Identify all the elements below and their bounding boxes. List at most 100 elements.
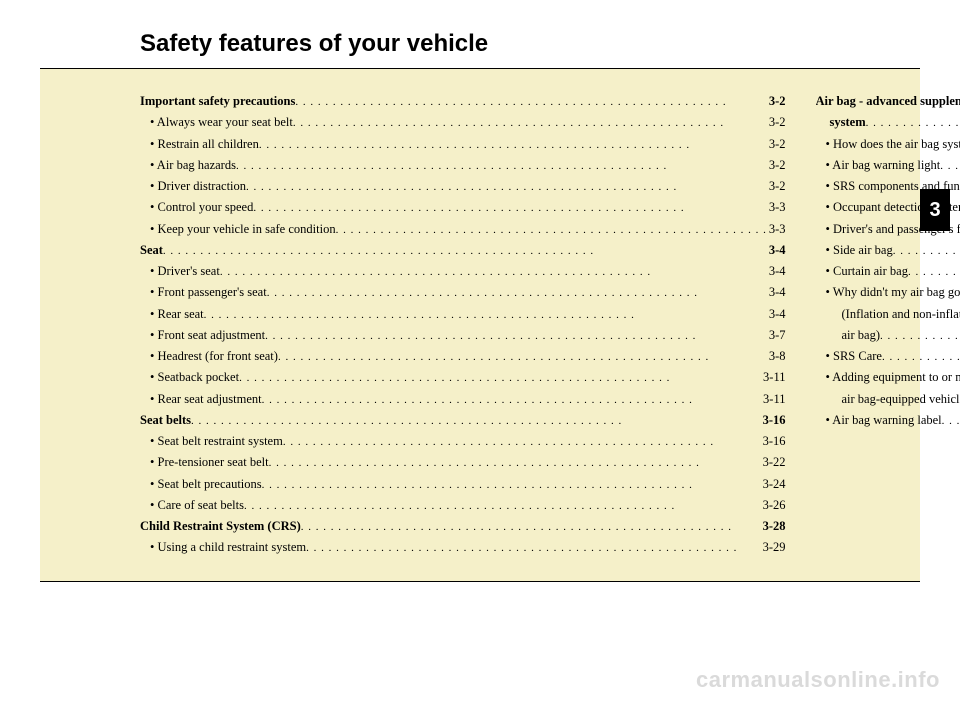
- toc-label: • Restrain all children: [140, 134, 259, 155]
- toc-leader: . . . . . . . . . . . . . . . . . . . . …: [220, 263, 767, 282]
- toc-leader: . . . . . . . . . . . . . . . . . . . . …: [882, 348, 960, 367]
- toc-page: 3-4: [767, 304, 786, 325]
- toc-label: • Air bag hazards: [140, 155, 236, 176]
- toc-label: • Why didn't my air bag go off in a coll…: [816, 282, 960, 303]
- toc-page: 3-11: [761, 389, 785, 410]
- toc-label: • Curtain air bag: [816, 261, 908, 282]
- toc-leader: . . . . . . . . . . . . . . . . . . . . …: [204, 306, 767, 325]
- toc-line: Seat belts . . . . . . . . . . . . . . .…: [140, 410, 786, 431]
- toc-line: • Restrain all children . . . . . . . . …: [140, 134, 786, 155]
- toc-page: 3-22: [761, 452, 786, 473]
- toc-leader: . . . . . . . . . . . . . . . . . . . . …: [267, 284, 767, 303]
- toc-leader: . . . . . . . . . . . . . . . . . . . . …: [283, 433, 761, 452]
- toc-label: air bag-equipped vehicle: [816, 389, 960, 410]
- toc-page: 3-2: [767, 134, 786, 155]
- toc-leader: . . . . . . . . . . . . . . . . . . . . …: [293, 114, 767, 133]
- chapter-tab: 3: [920, 189, 950, 231]
- toc-line: • Control your speed . . . . . . . . . .…: [140, 197, 786, 218]
- toc-line: Child Restraint System (CRS) . . . . . .…: [140, 516, 786, 537]
- toc-line: • Curtain air bag . . . . . . . . . . . …: [816, 261, 960, 282]
- toc-page: 3-2: [767, 112, 786, 133]
- toc-label: • Front passenger's seat: [140, 282, 267, 303]
- toc-line: Important safety precautions . . . . . .…: [140, 91, 786, 112]
- toc-page: 3-4: [767, 240, 786, 261]
- toc-leader: . . . . . . . . . . . . . . . . . . . . …: [278, 348, 767, 367]
- toc-label: • Control your speed: [140, 197, 253, 218]
- toc-line: • Rear seat . . . . . . . . . . . . . . …: [140, 304, 786, 325]
- toc-label: • Seat belt precautions: [140, 474, 262, 495]
- toc-page: 3-4: [767, 261, 786, 282]
- toc-label: air bag): [816, 325, 881, 346]
- toc-label: • Keep your vehicle in safe condition: [140, 219, 336, 240]
- toc-label: Important safety precautions: [140, 91, 295, 112]
- toc-leader: . . . . . . . . . . . . . . . . . . . . …: [236, 157, 767, 176]
- page: Safety features of your vehicle Importan…: [40, 30, 920, 677]
- toc-line: • Driver's seat . . . . . . . . . . . . …: [140, 261, 786, 282]
- toc-line: • How does the air bag system operate . …: [816, 134, 960, 155]
- toc-leader: . . . . . . . . . . . . . . . . . . . . …: [866, 114, 960, 133]
- toc-leader: . . . . . . . . . . . . . . . . . . . . …: [262, 476, 761, 495]
- watermark: carmanualsonline.info: [696, 667, 940, 693]
- toc-leader: . . . . . . . . . . . . . . . . . . . . …: [262, 391, 761, 410]
- toc-page: 3-16: [761, 410, 786, 431]
- toc-leader: . . . . . . . . . . . . . . . . . . . . …: [265, 327, 767, 346]
- toc-page: 3-11: [761, 367, 785, 388]
- bottom-rule: [40, 581, 920, 582]
- toc-page: 3-2: [767, 176, 786, 197]
- toc-line: Air bag - advanced supplemental restrain…: [816, 91, 960, 112]
- toc-leader: . . . . . . . . . . . . . . . . . . . . …: [942, 412, 960, 431]
- toc-label: Seat: [140, 240, 163, 261]
- toc-line: (Inflation and non-inflation conditions …: [816, 304, 960, 325]
- toc-column-left: Important safety precautions . . . . . .…: [140, 91, 786, 559]
- toc-line: • Headrest (for front seat) . . . . . . …: [140, 346, 786, 367]
- toc-line: • Seatback pocket . . . . . . . . . . . …: [140, 367, 786, 388]
- toc-page: 3-2: [767, 91, 786, 112]
- toc-label: Seat belts: [140, 410, 191, 431]
- toc-line: • Keep your vehicle in safe condition . …: [140, 219, 786, 240]
- toc-leader: . . . . . . . . . . . . . . . . . . . . …: [246, 178, 767, 197]
- toc-page: 3-3: [767, 197, 786, 218]
- toc-label: • Care of seat belts: [140, 495, 244, 516]
- toc-page: 3-3: [767, 219, 786, 240]
- toc-label: • Headrest (for front seat): [140, 346, 278, 367]
- toc-label: • Rear seat adjustment: [140, 389, 262, 410]
- toc-label: • Air bag warning light: [816, 155, 941, 176]
- toc-band: Important safety precautions . . . . . .…: [40, 69, 920, 581]
- toc-label: • Adding equipment to or modifying your: [816, 367, 960, 388]
- toc-label: • Air bag warning label: [816, 410, 942, 431]
- toc-leader: . . . . . . . . . . . . . . . . . . . . …: [253, 199, 767, 218]
- toc-line: • Front passenger's seat . . . . . . . .…: [140, 282, 786, 303]
- toc-line: • Air bag warning light . . . . . . . . …: [816, 155, 960, 176]
- toc-label: • Pre-tensioner seat belt: [140, 452, 269, 473]
- toc-leader: . . . . . . . . . . . . . . . . . . . . …: [301, 518, 761, 537]
- toc-label: • Driver's seat: [140, 261, 220, 282]
- toc-leader: . . . . . . . . . . . . . . . . . . . . …: [880, 327, 960, 346]
- toc-page: 3-2: [767, 155, 786, 176]
- toc-line: • Driver distraction . . . . . . . . . .…: [140, 176, 786, 197]
- toc-leader: . . . . . . . . . . . . . . . . . . . . …: [295, 93, 767, 112]
- toc-label: • Front seat adjustment: [140, 325, 265, 346]
- toc-line: air bag-equipped vehicle . . . . . . . .…: [816, 389, 960, 410]
- toc-line: • Always wear your seat belt . . . . . .…: [140, 112, 786, 133]
- toc-label: (Inflation and non-inflation conditions …: [816, 304, 960, 325]
- toc-leader: . . . . . . . . . . . . . . . . . . . . …: [306, 539, 760, 558]
- toc-page: 3-8: [767, 346, 786, 367]
- toc-label: • How does the air bag system operate: [816, 134, 960, 155]
- toc-line: • Seat belt precautions . . . . . . . . …: [140, 474, 786, 495]
- toc-line: • Seat belt restraint system . . . . . .…: [140, 431, 786, 452]
- toc-label: • Driver distraction: [140, 176, 246, 197]
- toc-leader: . . . . . . . . . . . . . . . . . . . . …: [259, 136, 767, 155]
- toc-leader: . . . . . . . . . . . . . . . . . . . . …: [908, 263, 960, 282]
- toc-page: 3-29: [761, 537, 786, 558]
- toc-page: 3-7: [767, 325, 786, 346]
- toc-column-right: Air bag - advanced supplemental restrain…: [816, 91, 960, 559]
- toc-line: • SRS Care . . . . . . . . . . . . . . .…: [816, 346, 960, 367]
- toc-label: • Side air bag: [816, 240, 893, 261]
- toc-page: 3-16: [761, 431, 786, 452]
- toc-line: • Air bag warning label . . . . . . . . …: [816, 410, 960, 431]
- toc-label: • Using a child restraint system: [140, 537, 306, 558]
- page-title: Safety features of your vehicle: [140, 30, 920, 58]
- toc-page: 3-26: [761, 495, 786, 516]
- toc-label: • Always wear your seat belt: [140, 112, 293, 133]
- toc-label: • SRS Care: [816, 346, 882, 367]
